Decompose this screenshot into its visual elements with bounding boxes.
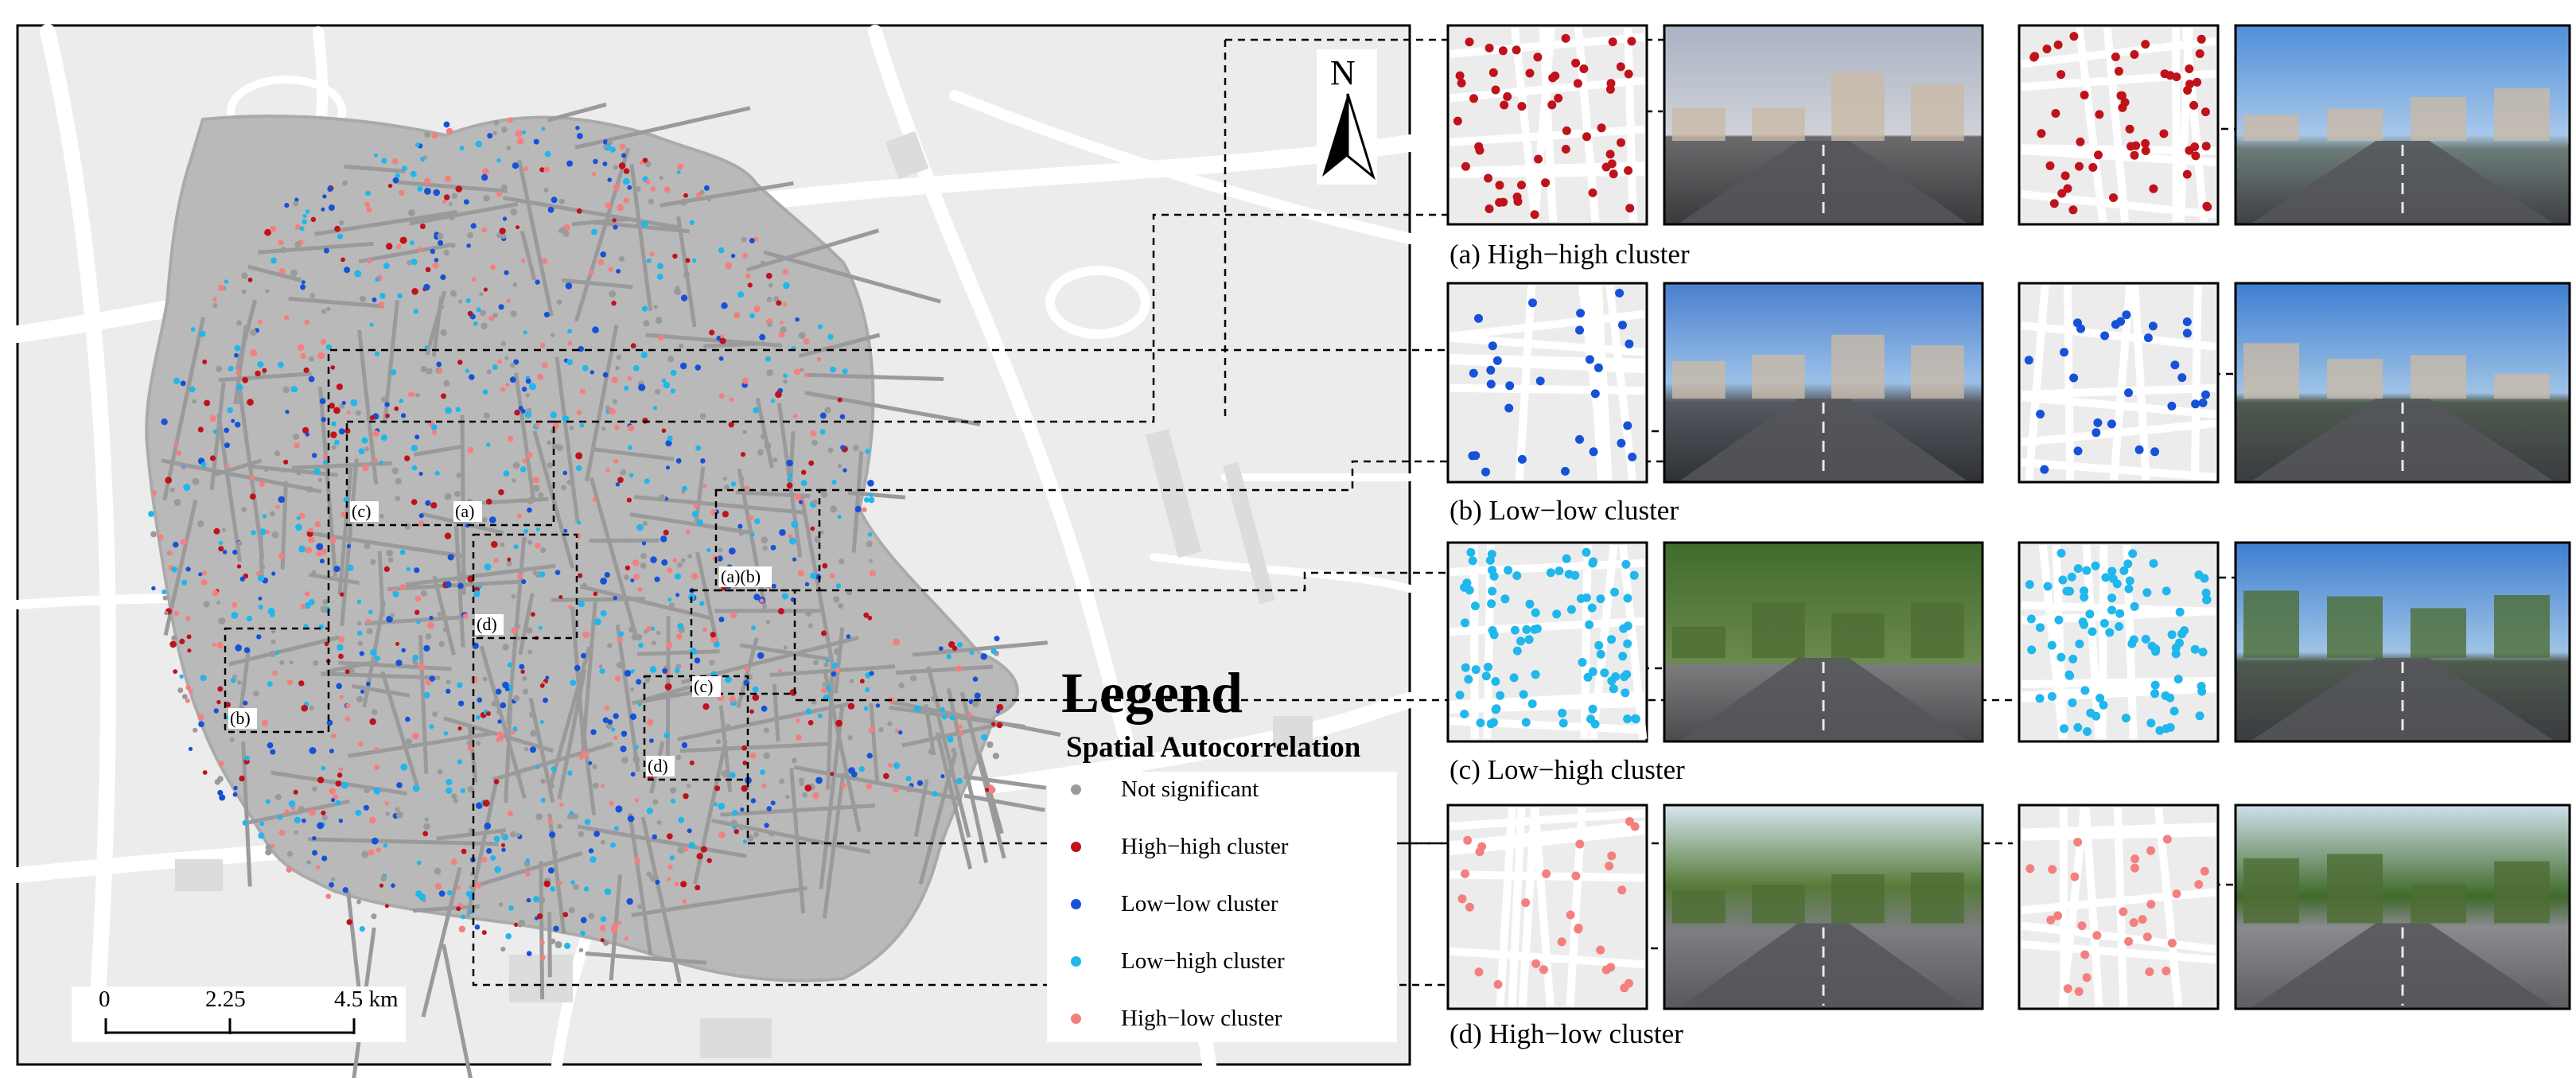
legend-swatch (1071, 784, 1081, 795)
panel-row-3 (1446, 804, 2571, 1010)
region-labels: (a) (c) (a)(b) (d) (b) (c) (d) (228, 501, 772, 776)
legend-title: Legend (1061, 661, 1243, 725)
legend-label: High−low cluster (1121, 1005, 1282, 1031)
legend-label: Low−low cluster (1121, 890, 1278, 916)
scale-tick-0: 0 (99, 987, 111, 1012)
legend-swatch (1071, 898, 1081, 909)
legend-label: Not significant (1121, 776, 1259, 802)
north-arrow (1317, 49, 1377, 185)
region-label: (a) (455, 501, 474, 521)
region-label: (c) (694, 676, 713, 696)
street-view-photo (2234, 24, 2571, 226)
zoom-tile (1446, 804, 1648, 1010)
region-label: (d) (477, 614, 497, 634)
panel-caption-a: (a) High−high cluster (1449, 239, 1690, 270)
zoom-tile (1446, 282, 1648, 484)
zoom-tile (2018, 804, 2220, 1010)
region-box-d2 (643, 675, 749, 781)
legend-swatch (1071, 1013, 1081, 1024)
north-label: N (1330, 53, 1356, 92)
region-box-b (224, 627, 330, 734)
legend-item-low-low: Low−low cluster (1066, 886, 1278, 921)
panel-row-2 (1446, 541, 2571, 743)
scale-tick-1: 2.25 (205, 987, 246, 1012)
legend-swatch (1071, 841, 1081, 852)
panel-row-0 (1446, 24, 2571, 226)
street-view-photo (1663, 24, 1984, 226)
legend-box (1047, 772, 1397, 1042)
street-view-photo (1663, 541, 1984, 743)
street-view-photo (1663, 282, 1984, 484)
street-view-photo (2234, 804, 2571, 1010)
panel-caption-c: (c) Low−high cluster (1449, 754, 1685, 785)
region-boxes (224, 420, 821, 781)
zoom-tile (2018, 541, 2220, 743)
basemap-features (175, 130, 1313, 1058)
region-box-ab (714, 488, 821, 592)
legend-swatch (1071, 955, 1081, 967)
region-box-a (345, 420, 555, 527)
region-label: (a)(b) (721, 566, 761, 586)
legend-item-low-high: Low−high cluster (1066, 944, 1285, 979)
panel-caption-d: (d) High−low cluster (1449, 1018, 1683, 1049)
zoom-tile (1446, 541, 1648, 743)
legend-item-not-significant: Not significant (1066, 772, 1259, 807)
region-label: (b) (230, 708, 251, 728)
cluster-points (148, 117, 1004, 960)
legend-item-high-low: High−low cluster (1066, 1001, 1282, 1036)
panel-row-1 (1446, 282, 2571, 484)
panel-caption-b: (b) Low−low cluster (1449, 495, 1679, 526)
region-box-d (472, 533, 578, 640)
legend-label: High−high cluster (1121, 833, 1289, 859)
zoom-tile (1446, 24, 1648, 226)
street-view-photo (1663, 804, 1984, 1010)
legend-label: Low−high cluster (1121, 948, 1285, 974)
study-area (145, 115, 1019, 983)
legend-subtitle: Spatial Autocorrelation (1066, 731, 1361, 764)
detail-panels (1446, 24, 2571, 1010)
zoom-tile (2018, 282, 2220, 484)
legend-item-high-high: High−high cluster (1066, 829, 1288, 864)
region-label: (d) (648, 756, 668, 776)
region-box-c (690, 589, 796, 695)
scale-tick-2: 4.5 km (334, 987, 399, 1012)
scale-bar (72, 987, 406, 1042)
zoom-tile (2018, 24, 2220, 226)
main-map (9, 24, 1418, 1078)
street-view-photo (2234, 541, 2571, 743)
street-view-photo (2234, 282, 2571, 484)
region-label: (c) (352, 501, 371, 521)
